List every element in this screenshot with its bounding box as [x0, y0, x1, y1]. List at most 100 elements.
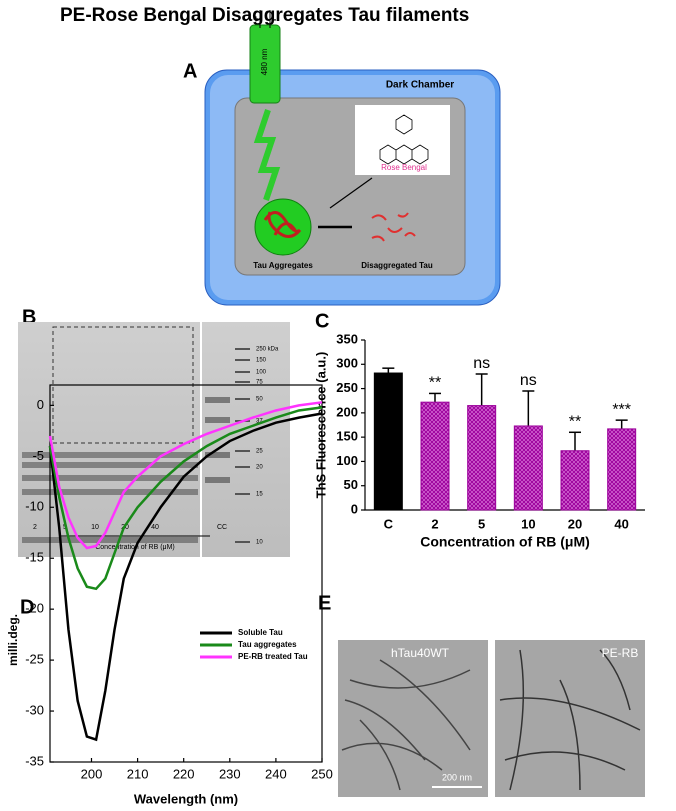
marker-label: 100 — [256, 370, 267, 376]
image-label: PE-RB — [602, 646, 639, 660]
x-tick-label: 250 — [311, 766, 333, 781]
marker-label: 25 — [256, 449, 263, 455]
plot-frame — [49, 384, 323, 763]
molecule — [379, 114, 429, 165]
aggregates-label: Tau Aggregates — [253, 261, 313, 270]
lane-label: 10 — [91, 524, 99, 531]
bar — [513, 425, 543, 511]
y-axis-label: milli.deg. — [6, 614, 20, 666]
fragments — [371, 212, 416, 242]
panel-e: E hTau40WT PE-RB 200 nm — [318, 592, 645, 797]
line — [48, 412, 323, 742]
filaments — [341, 659, 471, 791]
lane-label: 2 — [33, 524, 37, 531]
significance: ns — [520, 372, 537, 389]
gel-band — [22, 475, 198, 481]
x-tick-label: 10 — [521, 516, 535, 531]
y-tick-label: -30 — [25, 702, 44, 717]
significance: ns — [473, 355, 490, 372]
lane-label: 40 — [151, 524, 159, 531]
bar — [420, 401, 450, 511]
micrograph — [495, 640, 645, 797]
gel-band — [205, 452, 230, 458]
x-axis-label: Wavelength (nm) — [134, 791, 238, 806]
legend-label: Soluble Tau — [238, 628, 283, 637]
wavelength: 480 nm — [260, 48, 269, 75]
y-tick-label: -10 — [25, 499, 44, 514]
gel-band — [22, 452, 198, 458]
chamber-label: Dark Chamber — [386, 80, 454, 91]
x-tick-label: 40 — [614, 516, 628, 531]
panel-label: A — [183, 60, 197, 82]
x-tick-label: C — [384, 516, 394, 531]
x-tick-label: 20 — [568, 516, 582, 531]
x-tick-label: 210 — [127, 766, 149, 781]
x-tick-label: 220 — [173, 766, 195, 781]
arrow — [329, 177, 373, 209]
bar — [560, 450, 590, 511]
y-tick-label: 300 — [336, 356, 358, 371]
y-tick-label: 0 — [351, 501, 358, 516]
marker-label: 75 — [256, 380, 263, 386]
x-tick-label: 2 — [431, 516, 438, 531]
y-axis-label: ThS Fluorescence (a.u.) — [313, 352, 328, 499]
scale-bar-label: 200 nm — [442, 772, 472, 782]
gel-band — [205, 477, 230, 483]
x-tick-label: 200 — [81, 766, 103, 781]
axes — [364, 340, 645, 511]
filaments — [499, 649, 641, 791]
y-tick-label: -25 — [25, 652, 44, 667]
image-label: hTau40WT — [391, 646, 450, 660]
x-axis-label: Concentration of RB (μM) — [420, 534, 590, 550]
marker-label: 37 — [256, 419, 263, 425]
gel-band — [205, 417, 230, 423]
x-tick-label: 5 — [478, 516, 485, 531]
gel-band — [22, 462, 198, 468]
legend-label: PE-RB treated Tau — [238, 652, 308, 661]
line — [48, 401, 323, 550]
panel-a: A Dark Chamber + - 480 nm Rose Bengal Ta… — [183, 10, 501, 306]
panel-label: E — [318, 592, 331, 614]
y-tick-label: -35 — [25, 753, 44, 768]
micrograph — [338, 640, 488, 797]
marker-label: 15 — [256, 492, 263, 498]
figure-title: PE-Rose Bengal Disaggregates Tau filamen… — [60, 5, 469, 26]
y-tick-label: 200 — [336, 404, 358, 419]
y-tick-label: -5 — [32, 448, 44, 463]
bar — [607, 428, 637, 511]
minus: - — [273, 15, 276, 26]
plus: + — [253, 15, 259, 26]
y-tick-label: -15 — [25, 550, 44, 565]
marker-label: 150 — [256, 358, 267, 364]
significance: ** — [429, 375, 441, 392]
y-tick-label: 100 — [336, 453, 358, 468]
panel-label: C — [315, 310, 329, 332]
line — [48, 406, 323, 591]
marker-label: 10 — [256, 540, 263, 546]
marker-label: 20 — [256, 465, 263, 471]
tangle — [263, 211, 302, 238]
y-tick-label: 350 — [336, 331, 358, 346]
y-tick-label: 0 — [37, 397, 44, 412]
marker-label: 50 — [256, 397, 263, 403]
gel-band — [22, 489, 198, 495]
bar — [467, 405, 497, 511]
gel-band — [22, 537, 198, 543]
y-tick-label: -20 — [25, 601, 44, 616]
y-tick-label: 250 — [336, 380, 358, 395]
disaggregated-label: Disaggregated Tau — [361, 261, 433, 270]
panel-label: D — [20, 596, 34, 618]
lane-label: CC — [217, 524, 227, 531]
y-tick-label: 50 — [344, 477, 358, 492]
light-beam — [253, 109, 281, 201]
gel-band — [205, 397, 230, 403]
compound-name: Rose Bengal — [381, 163, 427, 172]
x-tick-label: 230 — [219, 766, 241, 781]
bar — [373, 372, 403, 511]
y-tick-label: 150 — [336, 429, 358, 444]
marker-label: 250 kDa — [256, 347, 279, 353]
light-source — [249, 24, 281, 104]
x-tick-label: 240 — [265, 766, 287, 781]
